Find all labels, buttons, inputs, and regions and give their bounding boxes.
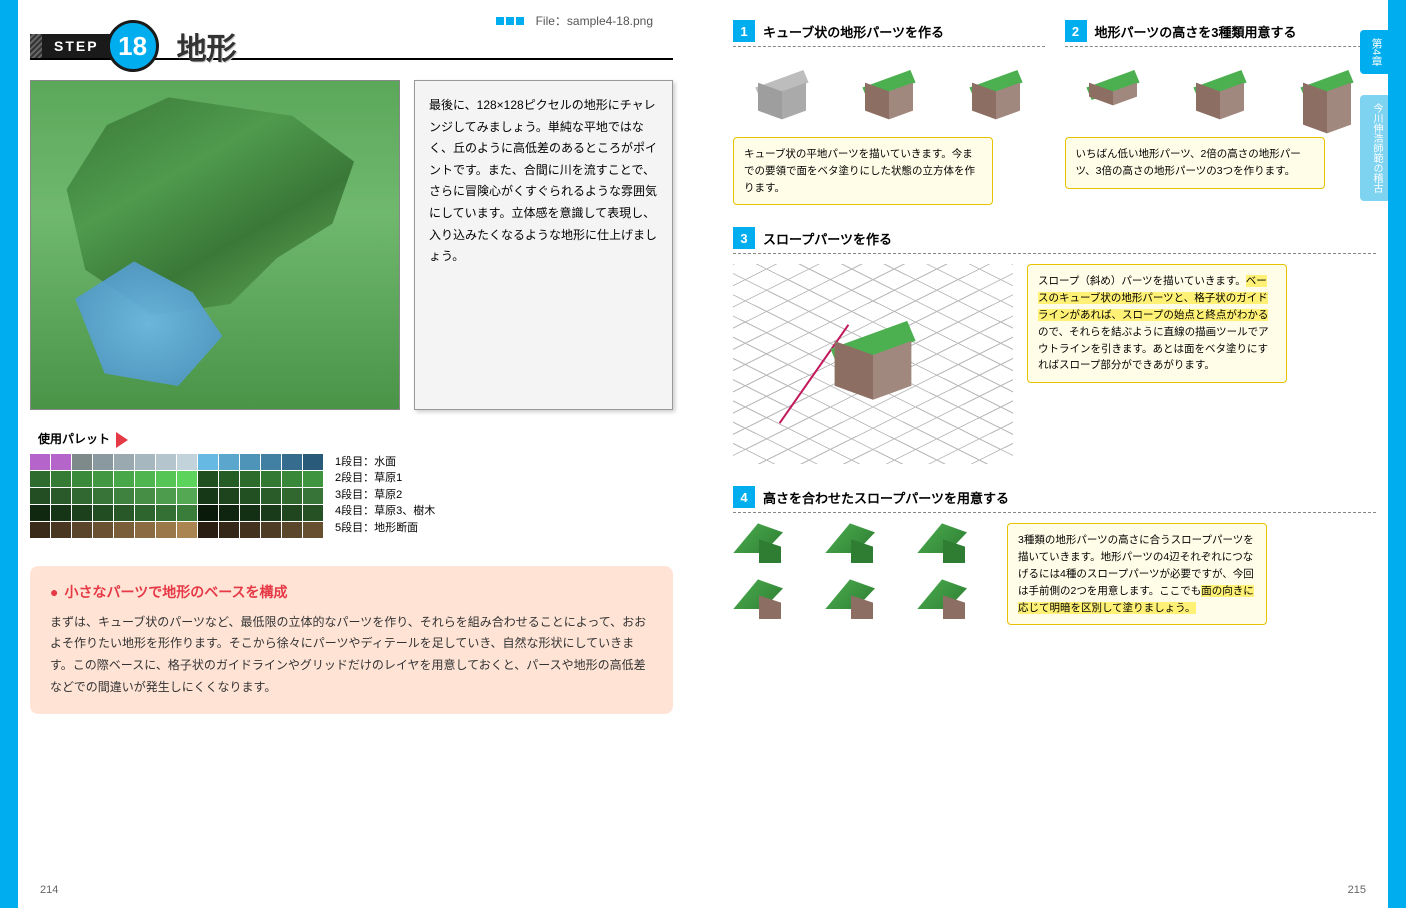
step-1: 1 キューブ状の地形パーツを作る キューブ状の平地パーツを描いていきます。今まで… <box>733 20 1045 205</box>
chapter-subtab: 今川伸浩師範の稽古 <box>1360 95 1388 201</box>
step-2-caption: いちばん低い地形パーツ、2倍の高さの地形パーツ、3倍の高さの地形パーツの3つを作… <box>1065 137 1325 189</box>
step-2-num: 2 <box>1065 20 1087 42</box>
right-accent-bar <box>1388 0 1406 908</box>
left-accent-bar <box>0 0 18 908</box>
tip-text: まずは、キューブ状のパーツなど、最低限の立体的なパーツを作り、それらを組み合わせ… <box>50 612 653 698</box>
step-1-title: キューブ状の地形パーツを作る <box>763 22 944 41</box>
step-1-image <box>733 57 1045 137</box>
file-label: File：sample4-18.png <box>536 14 653 28</box>
tip-box: 小さなパーツで地形のベースを構成 まずは、キューブ状のパーツなど、最低限の立体的… <box>30 566 673 714</box>
step-header: File：sample4-18.png STEP 18 地形 <box>30 20 673 72</box>
file-info: File：sample4-18.png <box>496 12 653 29</box>
palette-label: 使用パレット <box>30 428 136 450</box>
step-4-image <box>733 523 993 619</box>
step-4-caption: 3種類の地形パーツの高さに合うスロープパーツを描いていきます。地形パーツの4辺そ… <box>1007 523 1267 625</box>
step-4-title: 高さを合わせたスロープパーツを用意する <box>763 488 1009 507</box>
step-1-num: 1 <box>733 20 755 42</box>
palette-legend: 1段目：水面2段目：草原13段目：草原24段目：草原3、樹木5段目：地形断面 <box>335 454 435 537</box>
file-squares-icon <box>496 14 526 28</box>
step-3-image <box>733 264 1013 464</box>
step-number: 18 <box>107 20 159 72</box>
page-number-right: 215 <box>1348 884 1366 896</box>
tip-heading: 小さなパーツで地形のベースを構成 <box>50 582 653 602</box>
step-2: 2 地形パーツの高さを3種類用意する いちばん低い地形パーツ、2倍の高さの地形パ… <box>1065 20 1377 205</box>
step-title: 地形 <box>177 24 237 68</box>
step-2-image <box>1065 57 1377 137</box>
step-1-caption: キューブ状の平地パーツを描いていきます。今までの要領で面をベタ塗りにした状態の立… <box>733 137 993 205</box>
step-4: 4 高さを合わせたスロープパーツを用意する 3種類の地形パーツの高さに合うスロー… <box>733 486 1376 625</box>
terrain-sample-image <box>30 80 400 410</box>
step-3-caption: スロープ（斜め）パーツを描いていきます。ベースのキューブ状の地形パーツと、格子状… <box>1027 264 1287 383</box>
step-2-title: 地形パーツの高さを3種類用意する <box>1095 22 1297 41</box>
palette-swatches <box>30 454 323 538</box>
step-4-num: 4 <box>733 486 755 508</box>
chapter-tab: 第4章 <box>1360 30 1388 74</box>
intro-text: 最後に、128×128ピクセルの地形にチャレンジしてみましょう。単純な平地ではな… <box>414 80 673 410</box>
step-3-title: スロープパーツを作る <box>763 229 892 248</box>
step-3-num: 3 <box>733 227 755 249</box>
step-3: 3 スロープパーツを作る スロープ（斜め）パーツを描いていきます。ベースのキュー… <box>733 227 1376 464</box>
step-badge: STEP <box>30 34 115 58</box>
page-number-left: 214 <box>40 884 58 896</box>
